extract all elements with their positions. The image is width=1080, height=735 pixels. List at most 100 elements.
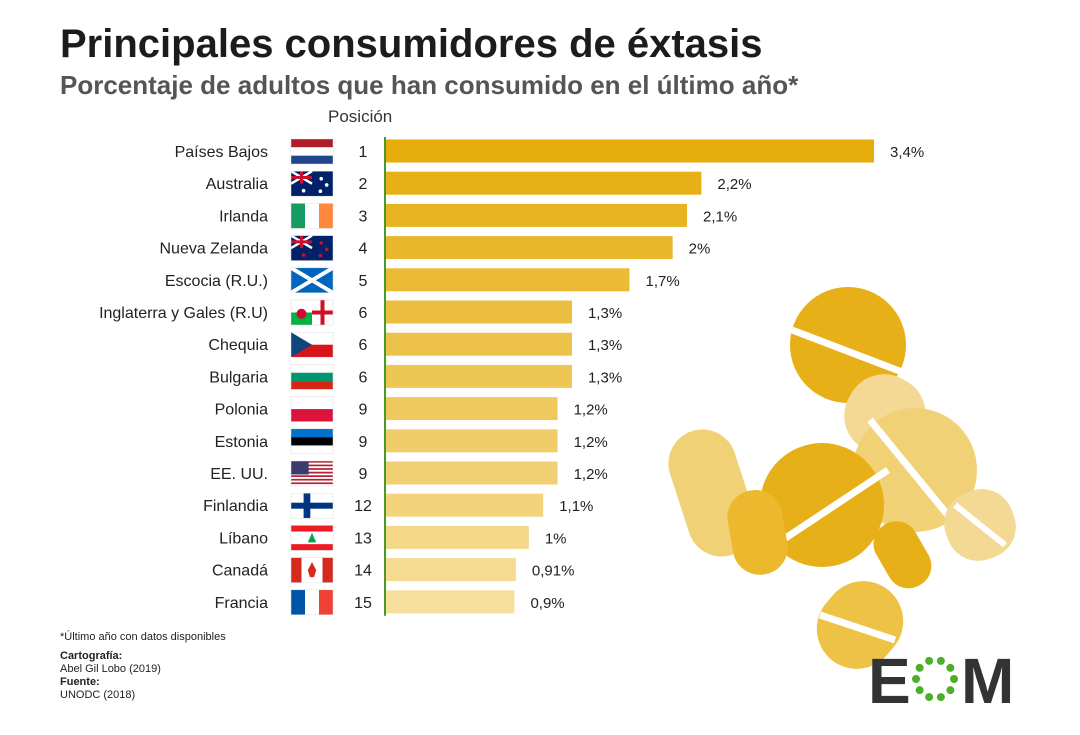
value-label: 3,4% bbox=[890, 144, 924, 161]
value-label: 0,9% bbox=[530, 595, 564, 612]
flag-bulgaria-icon bbox=[290, 364, 334, 390]
value-label: 1,3% bbox=[588, 337, 622, 354]
category-label: Finlandia bbox=[203, 498, 268, 515]
category-label: Chequia bbox=[208, 337, 268, 354]
category-label: Bulgaria bbox=[209, 369, 268, 386]
logo-dot bbox=[915, 686, 924, 695]
value-label: 1,7% bbox=[646, 273, 680, 290]
value-label: 1% bbox=[545, 530, 567, 547]
bar bbox=[385, 429, 558, 453]
position-label: 14 bbox=[354, 563, 372, 580]
logo-dot bbox=[925, 656, 934, 665]
chart-title: Principales consumidores de éxtasis bbox=[60, 22, 763, 66]
position-label: 13 bbox=[354, 530, 372, 547]
position-label: 12 bbox=[354, 498, 372, 515]
flag-new-zealand-icon bbox=[290, 234, 334, 261]
category-label: Polonia bbox=[215, 402, 268, 419]
flag-canada-icon bbox=[290, 557, 334, 583]
flag-lebanon-icon bbox=[290, 525, 334, 551]
bar bbox=[385, 332, 572, 356]
logo-letter-e: E bbox=[868, 645, 911, 707]
value-label: 1,2% bbox=[574, 466, 608, 483]
bar bbox=[385, 397, 558, 421]
flag-estonia-icon bbox=[290, 428, 334, 455]
position-label: 6 bbox=[359, 369, 368, 386]
bar bbox=[385, 493, 544, 517]
logo-dot bbox=[946, 663, 955, 672]
category-label: Nueva Zelanda bbox=[159, 241, 268, 258]
bar bbox=[385, 203, 688, 227]
position-label: 6 bbox=[359, 337, 368, 354]
logo-dot bbox=[946, 686, 955, 695]
position-label: 9 bbox=[359, 434, 368, 451]
logo-dot bbox=[912, 675, 920, 683]
flag-wales-icon bbox=[290, 299, 334, 326]
bar bbox=[385, 461, 558, 485]
logo-dots-ring bbox=[912, 656, 958, 702]
category-label: Francia bbox=[215, 595, 268, 612]
chart-subtitle: Porcentaje de adultos que han consumido … bbox=[60, 70, 799, 100]
category-label: Australia bbox=[206, 176, 268, 193]
bar bbox=[385, 171, 702, 195]
value-label: 2,1% bbox=[703, 208, 737, 225]
flag-netherlands-icon bbox=[290, 138, 334, 165]
value-label: 1,3% bbox=[588, 369, 622, 386]
flag-poland-icon bbox=[290, 396, 334, 422]
bar bbox=[385, 558, 516, 582]
credits-block: Cartografía: Abel Gil Lobo (2019) Fuente… bbox=[60, 650, 161, 702]
logo-dot bbox=[936, 693, 945, 702]
position-column-header: Posición bbox=[328, 107, 393, 126]
position-label: 15 bbox=[354, 595, 372, 612]
bar bbox=[385, 268, 630, 292]
position-label: 3 bbox=[359, 208, 368, 225]
value-label: 1,2% bbox=[574, 434, 608, 451]
logo-dot bbox=[925, 693, 934, 702]
value-label: 2% bbox=[689, 241, 711, 258]
bar bbox=[385, 139, 874, 163]
footnote: *Último año con datos disponibles bbox=[60, 631, 226, 643]
category-label: Líbano bbox=[219, 530, 268, 547]
value-label: 0,91% bbox=[532, 563, 575, 580]
category-label: Irlanda bbox=[219, 208, 268, 225]
source-value: UNODC (2018) bbox=[60, 689, 136, 701]
flag-france-icon bbox=[290, 589, 334, 616]
position-label: 5 bbox=[359, 273, 368, 290]
flag-finland-icon bbox=[290, 492, 334, 519]
logo-dot bbox=[950, 675, 958, 683]
eom-logo: E M bbox=[868, 645, 1014, 707]
logo-dot bbox=[936, 656, 945, 665]
category-label: Escocia (R.U.) bbox=[165, 273, 268, 290]
bar bbox=[385, 300, 572, 324]
category-label: Inglaterra y Gales (R.U) bbox=[99, 305, 268, 322]
value-label: 2,2% bbox=[717, 176, 751, 193]
position-label: 1 bbox=[359, 144, 368, 161]
position-label: 2 bbox=[359, 176, 368, 193]
cartography-label: Cartografía: bbox=[60, 650, 123, 662]
flag-usa-icon bbox=[290, 460, 334, 487]
bar bbox=[385, 364, 572, 388]
value-label: 1,3% bbox=[588, 305, 622, 322]
source-label: Fuente: bbox=[60, 676, 100, 688]
value-label: 1,2% bbox=[574, 402, 608, 419]
position-label: 4 bbox=[359, 241, 368, 258]
position-label: 9 bbox=[359, 466, 368, 483]
position-label: 9 bbox=[359, 402, 368, 419]
logo-letter-m: M bbox=[961, 645, 1014, 707]
category-label: Canadá bbox=[212, 563, 268, 580]
value-label: 1,1% bbox=[559, 498, 593, 515]
flag-ireland-icon bbox=[290, 203, 334, 229]
category-label: EE. UU. bbox=[210, 466, 268, 483]
flag-czechia-icon bbox=[290, 331, 334, 358]
cartography-value: Abel Gil Lobo (2019) bbox=[60, 663, 161, 675]
position-label: 6 bbox=[359, 305, 368, 322]
flag-scotland-icon bbox=[289, 266, 335, 295]
bar bbox=[385, 590, 515, 614]
bar bbox=[385, 525, 529, 549]
category-label: Países Bajos bbox=[175, 144, 268, 161]
category-label: Estonia bbox=[215, 434, 268, 451]
bar bbox=[385, 236, 673, 260]
logo-dot bbox=[915, 663, 924, 672]
flag-australia-icon bbox=[290, 170, 334, 197]
